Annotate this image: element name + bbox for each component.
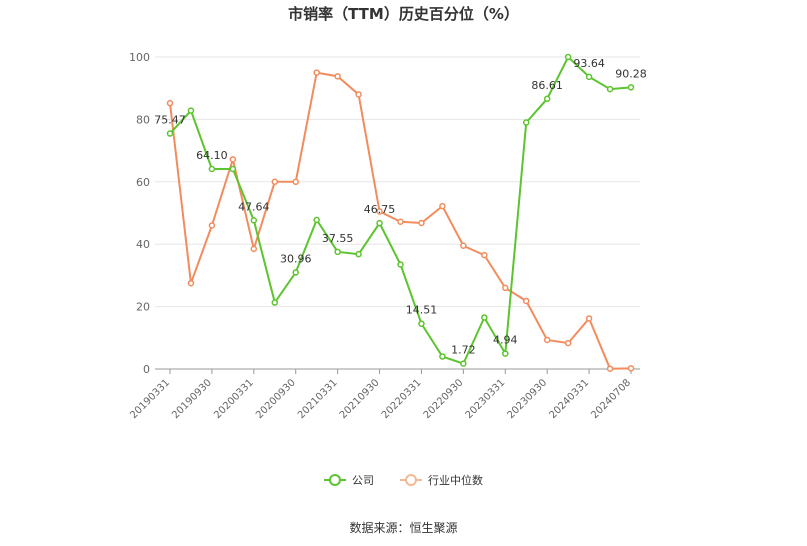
y-tick-label: 0 [143, 363, 150, 376]
data-label: 86.61 [531, 79, 563, 92]
series-lines [166, 53, 635, 372]
x-tick-label: 20230331 [464, 377, 508, 421]
data-point [355, 91, 362, 98]
legend-item-company[interactable]: 公司 [324, 472, 374, 488]
data-point [543, 336, 551, 344]
data-point [229, 156, 237, 163]
data-labels: 75.47 64.10 47.64 30.96 37.55 46.75 14.51 1.72 4… [154, 57, 647, 357]
data-point [250, 217, 258, 224]
data-point [166, 99, 174, 107]
data-point [334, 248, 341, 256]
data-label: 37.55 [322, 232, 354, 245]
x-tick-label: 20200930 [254, 377, 298, 421]
data-label: 30.96 [280, 252, 312, 265]
data-point [460, 360, 467, 367]
x-tick-label: 20210331 [296, 377, 340, 421]
data-point [313, 69, 320, 76]
legend-label-industry-median: 行业中位数 [428, 474, 483, 487]
grid-lines [155, 56, 640, 308]
data-point [564, 53, 572, 61]
data-point [585, 73, 593, 81]
x-tick-label: 20230930 [506, 377, 550, 421]
data-point [292, 269, 299, 276]
data-point [564, 339, 572, 347]
data-point [313, 216, 320, 224]
axes: 0 20 40 60 80 100 2019033120190930202003312020… [128, 51, 640, 421]
data-point [166, 130, 174, 137]
data-point [460, 242, 467, 250]
data-point [481, 314, 488, 321]
legend-item-industry-median[interactable]: 行业中位数 [400, 472, 483, 488]
data-label: 47.64 [238, 200, 270, 213]
data-point [585, 315, 593, 322]
source-note: 数据来源：恒生聚源 [349, 521, 458, 535]
data-point [271, 299, 279, 306]
data-label: 90.28 [615, 67, 647, 80]
data-label: 75.47 [154, 114, 186, 127]
x-tick-label: 20190331 [128, 377, 172, 421]
data-point [271, 178, 279, 186]
data-point [250, 245, 258, 253]
x-tick-label: 20220930 [422, 377, 466, 421]
x-tick-label: 20220331 [380, 377, 424, 421]
data-label: 14.51 [406, 304, 438, 317]
data-point [208, 222, 216, 229]
legend-swatch-industry-median [400, 474, 422, 486]
data-point [522, 119, 530, 126]
data-point [439, 202, 446, 210]
data-point [606, 85, 614, 93]
x-tick-label: 20240331 [547, 377, 591, 421]
data-label: 1.72 [451, 344, 476, 357]
y-tick-label: 40 [136, 238, 150, 251]
x-tick-label: 20210930 [338, 377, 382, 421]
x-tick-label: 20190930 [170, 377, 214, 421]
data-point [418, 219, 425, 227]
x-tick-label: 20240708 [589, 377, 633, 421]
x-tick-label: 20200331 [212, 377, 256, 421]
data-point [187, 279, 195, 287]
data-label: 4.94 [493, 334, 518, 347]
data-point [229, 165, 237, 173]
data-point [376, 219, 383, 227]
y-tick-label: 100 [129, 51, 150, 64]
data-point [522, 297, 530, 305]
data-point [397, 218, 404, 225]
legend-swatch-company [324, 474, 346, 486]
y-tick-label: 20 [136, 301, 150, 314]
data-point [376, 208, 383, 215]
data-label: 64.10 [196, 149, 228, 162]
data-label: 46.75 [364, 203, 396, 216]
data-point [397, 261, 404, 268]
data-point [334, 73, 341, 80]
data-point [627, 84, 635, 91]
legend-label-company: 公司 [352, 474, 374, 487]
data-point [481, 251, 488, 259]
y-tick-label: 60 [136, 176, 150, 189]
data-point [355, 250, 362, 258]
legend: 公司 行业中位数 [0, 472, 807, 488]
y-tick-label: 80 [136, 113, 150, 126]
data-point [606, 365, 614, 372]
data-point [292, 178, 299, 186]
data-point [187, 107, 195, 114]
data-point [502, 284, 509, 292]
data-point [543, 95, 551, 103]
data-point [208, 165, 216, 173]
chart-title: 市销率（TTM）历史百分位（%） [288, 5, 519, 23]
data-point [502, 350, 509, 357]
data-label: 93.64 [573, 57, 605, 70]
data-point [627, 365, 635, 372]
data-point [439, 353, 446, 360]
data-point [418, 320, 425, 327]
